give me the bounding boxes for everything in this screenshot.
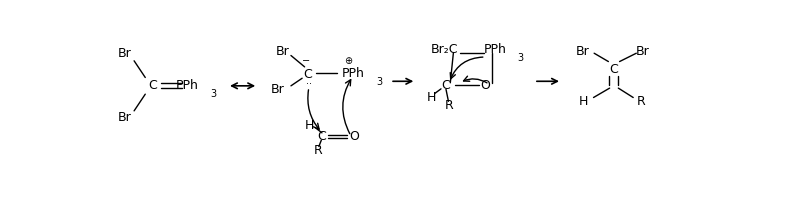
Text: Br: Br (118, 47, 132, 60)
Text: ··: ·· (306, 79, 312, 89)
Text: R: R (314, 144, 322, 157)
Text: 3: 3 (376, 77, 382, 87)
Text: Br₂C: Br₂C (430, 43, 458, 56)
Text: C: C (317, 130, 326, 143)
Text: C: C (609, 63, 618, 76)
Text: R: R (445, 99, 454, 112)
Text: O: O (481, 79, 490, 92)
Text: C: C (148, 79, 157, 92)
Text: Br: Br (118, 111, 132, 124)
Text: 3: 3 (518, 53, 523, 63)
Text: Br: Br (271, 83, 285, 96)
Text: H: H (305, 119, 314, 132)
Text: H: H (427, 91, 436, 104)
Text: O: O (350, 130, 359, 143)
Text: Br: Br (575, 45, 590, 58)
Text: 3: 3 (210, 89, 217, 99)
Text: C: C (303, 68, 312, 81)
Text: PPh: PPh (175, 79, 198, 92)
Text: Br: Br (636, 45, 650, 58)
Text: C: C (442, 79, 450, 92)
Text: −: − (302, 56, 310, 66)
Text: PPh: PPh (484, 43, 507, 56)
Text: PPh: PPh (342, 67, 364, 80)
Text: Br: Br (276, 45, 290, 58)
Text: R: R (636, 95, 645, 108)
Text: ⊕: ⊕ (344, 56, 352, 66)
Text: H: H (579, 95, 588, 108)
